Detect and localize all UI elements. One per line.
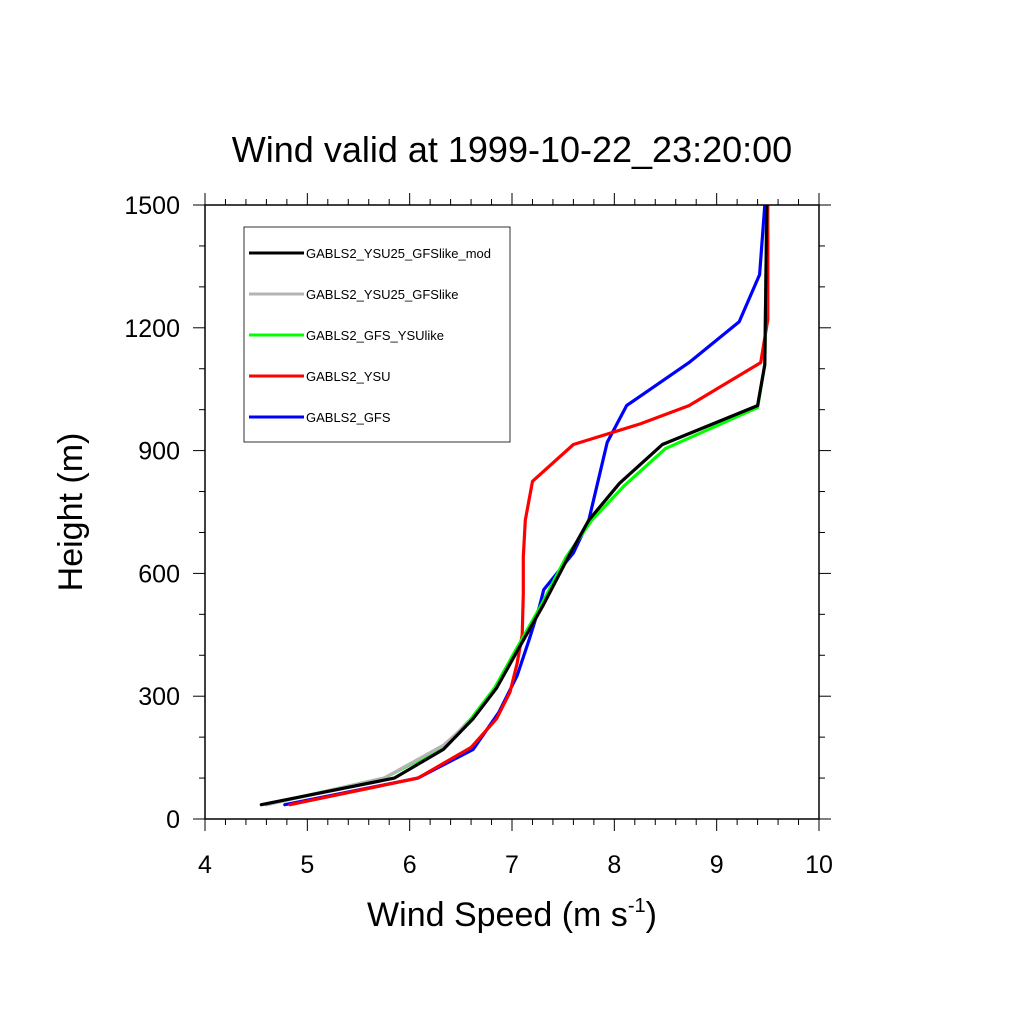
y-tick-label: 1500: [124, 192, 180, 220]
legend-label: GABLS2_GFS_YSUlike: [306, 328, 444, 343]
legend-label: GABLS2_YSU25_GFSlike: [306, 287, 458, 302]
y-tick-label: 300: [138, 683, 180, 711]
plot-frame: [204, 204, 820, 820]
y-tick-label: 1200: [124, 315, 180, 343]
legend-label: GABLS2_YSU: [306, 369, 391, 384]
x-tick-label: 7: [505, 851, 519, 879]
chart-title: Wind valid at 1999-10-22_23:20:00: [232, 129, 792, 170]
x-axis-label-main: Wind Speed (m s: [367, 896, 628, 934]
x-tick-label: 6: [403, 851, 417, 879]
x-axis-label: Wind Speed (m s-1): [367, 895, 657, 934]
series-line-gabls2-ysu25-gfslike-mod: [259, 205, 769, 807]
x-axis-label-sup: -1: [628, 895, 646, 917]
legend: GABLS2_YSU25_GFSlike_mod GABLS2_YSU25_GFS…: [243, 226, 511, 443]
axis-ticks: [193, 193, 831, 831]
series-line-gabls2-ysu: [288, 205, 770, 807]
y-tick-labels: 0 300 600 900 1200 1500: [124, 192, 180, 834]
legend-label: GABLS2_YSU25_GFSlike_mod: [306, 246, 491, 261]
x-axis-label-end: ): [646, 896, 657, 934]
x-tick-label: 9: [710, 851, 724, 879]
legend-label: GABLS2_GFS: [306, 410, 391, 425]
y-tick-label: 900: [138, 438, 180, 466]
x-tick-label: 5: [300, 851, 314, 879]
x-tick-labels: 4 5 6 7 8 9 10: [198, 851, 833, 879]
y-tick-label: 0: [166, 806, 180, 834]
x-tick-label: 8: [607, 851, 621, 879]
y-tick-label: 600: [138, 560, 180, 588]
x-tick-label: 10: [805, 851, 833, 879]
series-lines: [259, 205, 770, 807]
y-axis-label: Height (m): [52, 433, 90, 592]
x-tick-label: 4: [198, 851, 212, 879]
